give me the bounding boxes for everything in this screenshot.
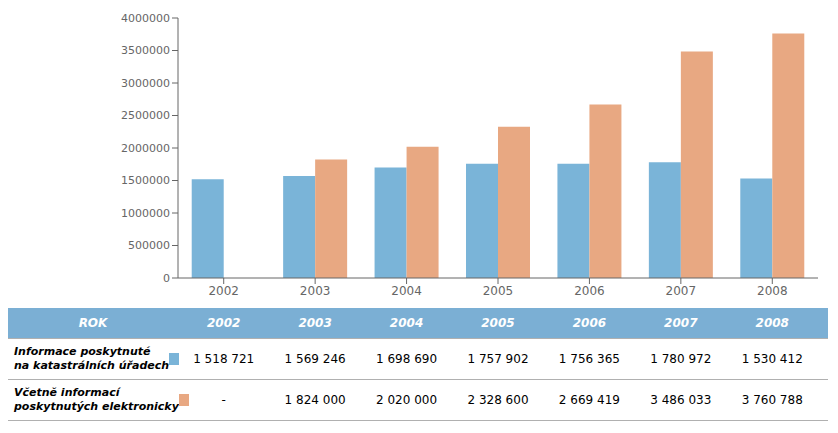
html-text:Včetně informací: Včetně informací bbox=[14, 386, 120, 399]
html-text:3 486 033: 3 486 033 bbox=[650, 393, 712, 407]
svg-text:2006: 2006 bbox=[574, 284, 605, 298]
html-text:2 328 600: 2 328 600 bbox=[467, 393, 529, 407]
html-text:Informace poskytnuté: Informace poskytnuté bbox=[14, 345, 151, 358]
html-text:1 530 412: 1 530 412 bbox=[741, 352, 803, 366]
svg-text:2007: 2007 bbox=[666, 284, 697, 298]
html-text:1 757 902: 1 757 902 bbox=[467, 352, 529, 366]
svg-text:2002: 2002 bbox=[208, 284, 239, 298]
svg-text:2005: 2005 bbox=[483, 284, 514, 298]
svg-text:0: 0 bbox=[163, 272, 170, 285]
html-text:2008: 2008 bbox=[755, 316, 789, 330]
html-text:1 756 365: 1 756 365 bbox=[558, 352, 620, 366]
html-text:2004: 2004 bbox=[389, 316, 424, 330]
html-text:1 824 000: 1 824 000 bbox=[284, 393, 346, 407]
svg-text:2008: 2008 bbox=[757, 284, 788, 298]
svg-text:4000000: 4000000 bbox=[121, 12, 170, 25]
html-text:2006: 2006 bbox=[572, 316, 607, 330]
html-text:1 780 972: 1 780 972 bbox=[650, 352, 712, 366]
svg-text:1000000: 1000000 bbox=[121, 207, 170, 220]
svg-text:2000000: 2000000 bbox=[121, 142, 170, 155]
html-text:2 669 419: 2 669 419 bbox=[558, 393, 620, 407]
svg-text:1500000: 1500000 bbox=[121, 174, 170, 187]
svg-text:500000: 500000 bbox=[128, 239, 170, 252]
svg-text:3500000: 3500000 bbox=[121, 44, 170, 57]
svg-text:2004: 2004 bbox=[391, 284, 422, 298]
html-text:poskytnutých elektronicky: poskytnutých elektronicky bbox=[14, 400, 179, 413]
html-text:3 760 788: 3 760 788 bbox=[741, 393, 803, 407]
html-text:na katastrálních úřadech: na katastrálních úřadech bbox=[14, 359, 170, 372]
svg-text:2500000: 2500000 bbox=[121, 109, 170, 122]
html-text:2005: 2005 bbox=[481, 316, 515, 330]
html-text:1 518 721: 1 518 721 bbox=[193, 352, 255, 366]
svg-text:3000000: 3000000 bbox=[121, 77, 170, 90]
html-text:2003: 2003 bbox=[298, 316, 332, 330]
html-text:2 020 000: 2 020 000 bbox=[376, 393, 438, 407]
html-text:1 698 690: 1 698 690 bbox=[376, 352, 438, 366]
html-text:2002: 2002 bbox=[207, 316, 241, 330]
html-text:2007: 2007 bbox=[664, 316, 698, 330]
svg-text:2003: 2003 bbox=[300, 284, 331, 298]
html-text:1 569 246: 1 569 246 bbox=[284, 352, 346, 366]
html-text:ROK: ROK bbox=[78, 316, 108, 330]
